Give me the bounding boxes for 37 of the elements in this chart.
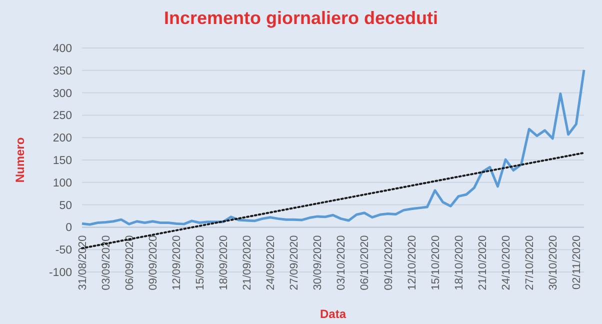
y-tick-label: 100 [52,177,72,190]
x-tick-label: 18/10/2020 [453,235,466,290]
x-tick-label: 06/10/2020 [359,235,372,290]
x-tick-label: 30/09/2020 [312,235,324,290]
y-tick-label: 50 [59,200,72,212]
x-tick-label: 06/09/2020 [124,235,136,290]
y-tick-label: -50 [55,244,72,257]
x-tick-label: 27/09/2020 [288,235,301,290]
x-tick-label: 21/09/2020 [242,235,254,290]
y-tick-label: -100 [48,267,72,280]
x-tick-label: 03/10/2020 [336,235,348,290]
x-tick-label: 27/10/2020 [524,235,536,290]
x-axis-title: Data [320,307,346,321]
x-tick-label: 03/09/2020 [100,235,112,290]
x-tick-label: 24/10/2020 [500,235,512,290]
chart-title: Incremento giornaliero deceduti [164,8,438,28]
y-tick-label: 250 [52,110,72,122]
x-tick-label: 15/09/2020 [194,235,207,290]
y-tick-label: 400 [52,43,72,56]
x-tick-label: 02/11/2020 [571,235,584,290]
y-tick-label: 300 [52,88,72,100]
y-tick-label: 350 [52,65,72,78]
y-tick-label: 200 [52,132,72,145]
x-tick-label: 30/10/2020 [547,235,560,290]
y-axis-title: Numero [13,137,27,183]
x-tick-label: 09/09/2020 [147,235,160,290]
y-tick-label: 150 [52,155,72,168]
x-tick-label: 15/10/2020 [430,235,442,290]
x-tick-label: 18/09/2020 [218,235,230,290]
x-tick-label: 12/09/2020 [170,235,183,290]
x-tick-label: 24/09/2020 [265,235,278,290]
line-series [80,68,586,226]
x-tick-label: 12/10/2020 [406,235,418,290]
x-tick-label: 21/10/2020 [476,235,489,290]
x-tick-label: 31/08/2020 [76,235,89,290]
y-tick-label: 0 [66,222,72,234]
x-tick-label: 09/10/2020 [382,235,395,290]
